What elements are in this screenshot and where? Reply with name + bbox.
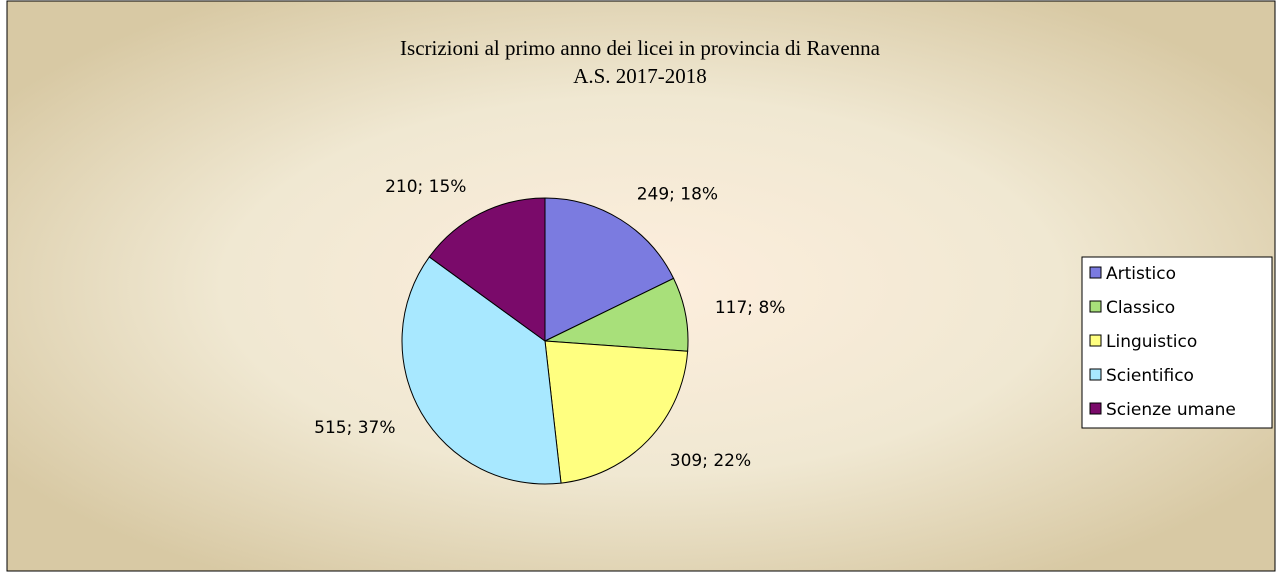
- data-label: 210; 15%: [385, 177, 466, 197]
- pie-slice: [544, 340, 689, 484]
- legend-swatch: [1089, 266, 1102, 279]
- legend-swatch: [1089, 300, 1102, 313]
- pie-slice: [428, 197, 546, 342]
- legend-label: Artistico: [1106, 264, 1176, 284]
- legend-swatch: [1089, 402, 1102, 415]
- chart-subtitle: A.S. 2017-2018: [573, 64, 707, 88]
- pie-slice: [544, 197, 675, 342]
- pie-slice: [401, 256, 562, 485]
- legend-swatch: [1089, 334, 1102, 347]
- legend: [1081, 256, 1273, 429]
- chart-title: Iscrizioni al primo anno dei licei in pr…: [400, 36, 881, 60]
- legend-label: Classico: [1106, 298, 1175, 318]
- legend-label: Scientifico: [1106, 366, 1194, 386]
- data-label: 515; 37%: [314, 418, 395, 438]
- data-label: 117; 8%: [715, 298, 786, 318]
- data-label: 249; 18%: [637, 184, 718, 204]
- legend-swatch: [1089, 368, 1102, 381]
- legend-label: Scienze umane: [1106, 400, 1236, 420]
- legend-label: Linguistico: [1106, 332, 1197, 352]
- data-label: 309; 22%: [670, 451, 751, 471]
